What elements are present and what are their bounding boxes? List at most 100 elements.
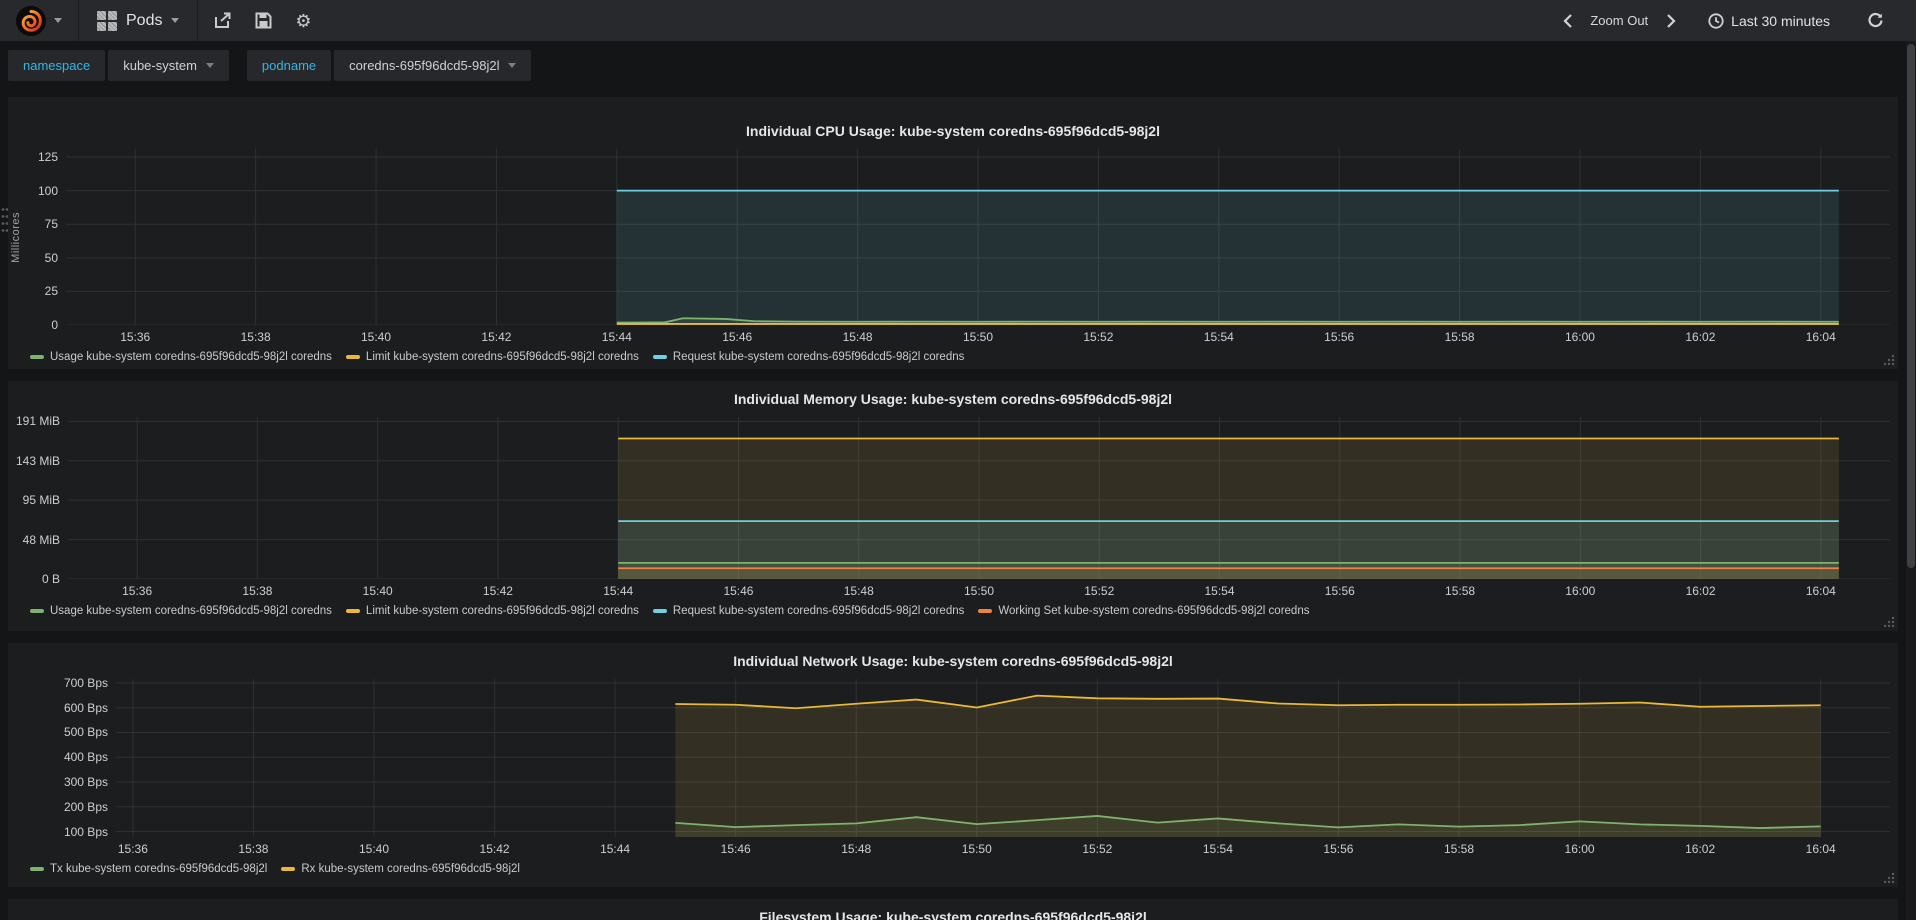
x-axis-tick-label: 15:48 (843, 584, 874, 598)
legend-item[interactable]: Working Set kube-system coredns-695f96dc… (978, 605, 1309, 617)
y-axis-tick-label: 600 Bps (63, 700, 108, 715)
dashboard: Individual CPU Usage: kube-system coredn… (0, 90, 1916, 920)
chevron-down-icon (54, 18, 62, 23)
save-button[interactable] (248, 6, 278, 36)
y-axis-tick-label: 0 B (41, 572, 60, 586)
refresh-button[interactable] (1860, 6, 1890, 36)
legend-series-color-icon (281, 867, 296, 871)
variable-podname-label: podname (246, 50, 332, 81)
x-axis-tick-label: 15:50 (961, 842, 992, 856)
legend-item-label: Usage kube-system coredns-695f96dcd5-98j… (50, 351, 332, 363)
page-scrollbar[interactable] (1906, 0, 1916, 920)
legend-item[interactable]: Usage kube-system coredns-695f96dcd5-98j… (30, 351, 332, 363)
legend-item-label: Tx kube-system coredns-695f96dcd5-98j2l (50, 863, 268, 875)
x-axis-tick-label: 15:40 (362, 584, 393, 598)
variable-podname: podname coredns-695f96dcd5-98j2l (246, 50, 532, 81)
y-axis-tick-label: 100 (37, 183, 58, 198)
legend-series-color-icon (652, 609, 667, 613)
y-axis-tick-label: 143 MiB (15, 453, 60, 468)
legend-item[interactable]: Limit kube-system coredns-695f96dcd5-98j… (345, 351, 639, 363)
x-axis-tick-label: 15:44 (600, 842, 631, 856)
panel-resize-handle[interactable] (1882, 615, 1895, 628)
legend-item[interactable]: Limit kube-system coredns-695f96dcd5-98j… (345, 605, 639, 617)
legend-item[interactable]: Request kube-system coredns-695f96dcd5-9… (652, 605, 964, 617)
panel-title[interactable]: Filesystem Usage: kube-system coredns-69… (759, 909, 1147, 920)
variable-podname-value-dropdown[interactable]: coredns-695f96dcd5-98j2l (334, 50, 532, 81)
legend-series-color-icon (345, 609, 360, 613)
chart-plot-area[interactable] (116, 679, 1890, 837)
y-axis-unit-label: Millicores (10, 211, 22, 263)
clock-icon (1708, 12, 1724, 29)
chart-plot-area[interactable] (66, 149, 1890, 325)
legend-item-label: Usage kube-system coredns-695f96dcd5-98j… (50, 605, 332, 617)
chart-legend: Tx kube-system coredns-695f96dcd5-98j2l R… (8, 860, 1898, 883)
zoom-out-button[interactable]: Zoom Out (1590, 13, 1649, 28)
save-icon (255, 12, 272, 29)
x-axis-tick-label: 15:52 (1082, 842, 1113, 856)
row-drag-handle[interactable] (1, 206, 9, 232)
legend-item[interactable]: Request kube-system coredns-695f96dcd5-9… (652, 351, 965, 363)
x-axis-tick-label: 15:40 (358, 842, 389, 856)
x-axis-tick-label: 16:02 (1685, 842, 1716, 856)
legend-item-label: Request kube-system coredns-695f96dcd5-9… (672, 351, 965, 363)
y-axis-tick-label: 100 Bps (63, 824, 108, 839)
x-axis-tick-label: 15:36 (117, 842, 148, 856)
panel-title[interactable]: Individual Network Usage: kube-system co… (733, 653, 1173, 669)
x-axis-tick-label: 15:44 (603, 584, 634, 598)
x-axis-tick-label: 15:54 (1204, 584, 1235, 598)
x-axis-tick-label: 16:04 (1805, 842, 1836, 856)
x-axis-tick-label: 16:04 (1805, 330, 1836, 344)
x-axis-tick-label: 15:42 (482, 584, 513, 598)
x-axis-tick-label: 15:38 (238, 842, 269, 856)
settings-button[interactable]: ⚙ (288, 6, 318, 36)
x-axis-tick-label: 15:52 (1083, 330, 1114, 344)
x-axis-tick-label: 15:46 (722, 330, 753, 344)
x-axis: 15:36 15:38 15:40 15:42 15:44 15:46 15:48 15:50… (8, 581, 1898, 602)
panel-memory-usage: Individual Memory Usage: kube-system cor… (8, 381, 1898, 631)
legend-item[interactable]: Usage kube-system coredns-695f96dcd5-98j… (30, 605, 332, 617)
y-axis: 100 Bps 200 Bps 300 Bps 400 Bps 500 Bps 600 B… (8, 676, 116, 839)
x-axis: 15:36 15:38 15:40 15:42 15:44 15:46 15:48 15:50… (8, 839, 1898, 860)
page-scrollbar-thumb[interactable] (1907, 44, 1915, 568)
x-axis: 15:36 15:38 15:40 15:42 15:44 15:46 15:48 15:50… (8, 327, 1898, 348)
panel-title[interactable]: Individual Memory Usage: kube-system cor… (733, 391, 1173, 407)
panel-network-usage: Individual Network Usage: kube-system co… (8, 643, 1898, 887)
y-axis-tick-label: 300 Bps (63, 775, 108, 790)
time-range-label: Last 30 minutes (1731, 12, 1830, 29)
y-axis-tick-label: 0 (51, 318, 58, 332)
time-forward-button[interactable] (1656, 6, 1686, 36)
x-axis-tick-label: 15:46 (720, 842, 751, 856)
y-axis-tick-label: 125 (37, 150, 58, 165)
chart-plot-area[interactable] (68, 417, 1890, 579)
x-axis-tick-label: 15:36 (120, 330, 151, 344)
panel-resize-handle[interactable] (1882, 871, 1895, 884)
x-axis-tick-label: 15:58 (1444, 330, 1475, 344)
time-back-button[interactable] (1552, 6, 1582, 36)
refresh-icon (1867, 12, 1883, 28)
legend-series-color-icon (30, 355, 44, 359)
x-axis-tick-label: 15:58 (1445, 584, 1476, 598)
legend-series-color-icon (30, 867, 44, 871)
x-axis-tick-label: 15:54 (1202, 842, 1233, 856)
y-axis-tick-label: 75 (44, 217, 58, 232)
share-icon (215, 12, 231, 28)
legend-item[interactable]: Rx kube-system coredns-695f96dcd5-98j2l (281, 863, 520, 875)
dashboard-picker[interactable]: Pods (79, 0, 199, 41)
legend-item-label: Working Set kube-system coredns-695f96dc… (998, 605, 1310, 617)
x-axis-tick-label: 15:50 (963, 584, 995, 598)
x-axis-tick-label: 16:00 (1564, 330, 1595, 344)
gear-icon: ⚙ (295, 10, 312, 31)
x-axis-tick-label: 15:56 (1324, 584, 1355, 598)
panel-title[interactable]: Individual CPU Usage: kube-system coredn… (746, 123, 1160, 139)
legend-item[interactable]: Tx kube-system coredns-695f96dcd5-98j2l (30, 863, 267, 875)
variable-namespace-value-dropdown[interactable]: kube-system (108, 50, 229, 81)
y-axis-tick-label: 48 MiB (22, 532, 60, 547)
panel-resize-handle[interactable] (1882, 353, 1895, 366)
x-axis-tick-label: 16:00 (1565, 584, 1596, 598)
grafana-logo-button[interactable] (0, 0, 79, 41)
legend-item-label: Limit kube-system coredns-695f96dcd5-98j… (365, 351, 639, 363)
share-button[interactable] (208, 6, 238, 36)
time-range-picker[interactable]: Last 30 minutes (1708, 13, 1830, 29)
legend-series-color-icon (652, 355, 667, 359)
x-axis-tick-label: 15:52 (1084, 584, 1115, 598)
